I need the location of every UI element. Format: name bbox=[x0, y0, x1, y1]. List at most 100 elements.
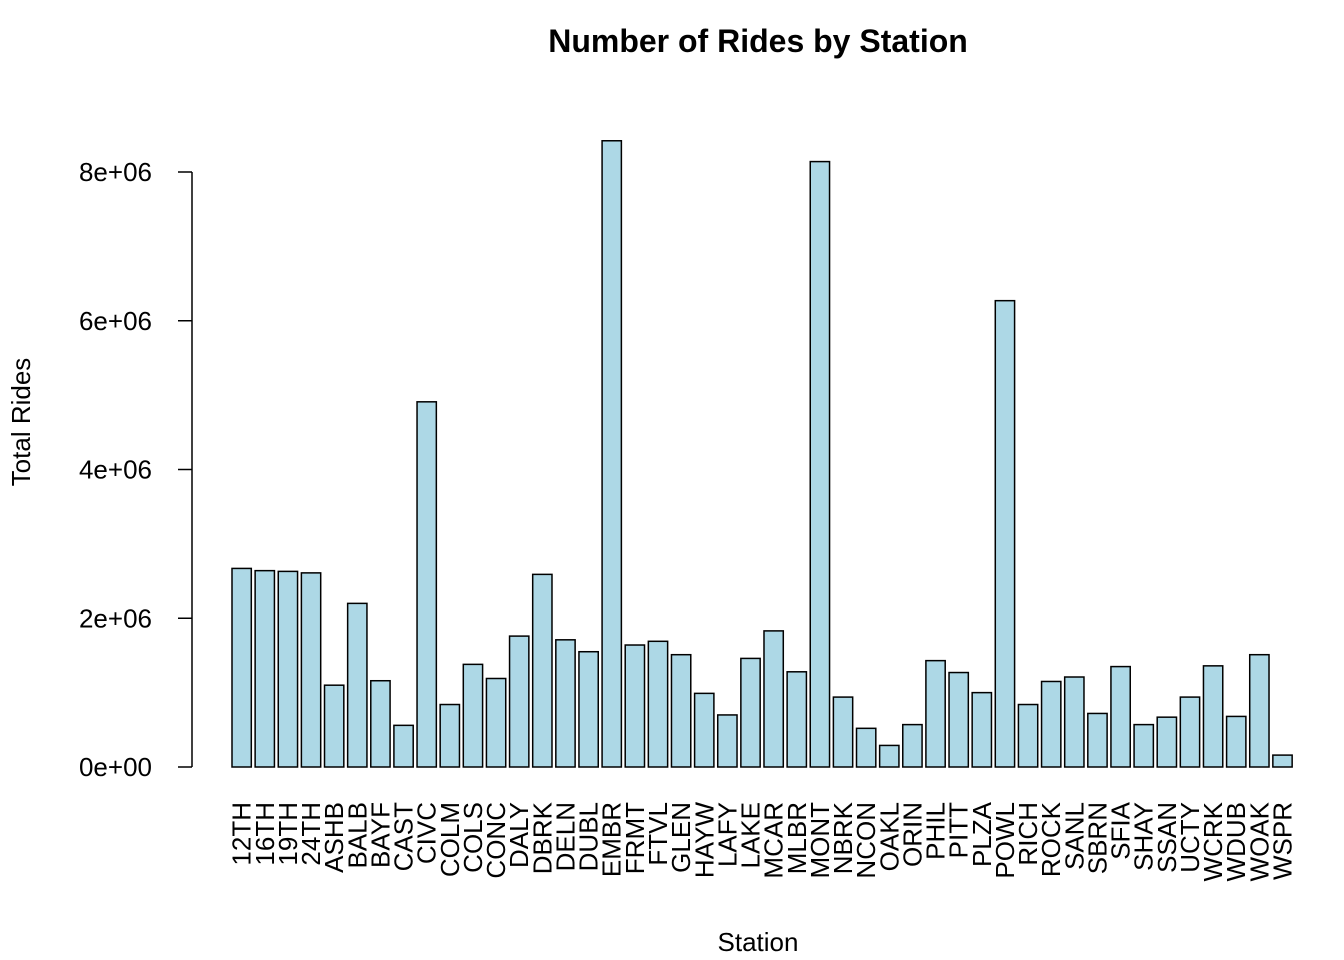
x-tick-label: LAFY bbox=[712, 802, 742, 867]
bar-mont bbox=[809, 160, 831, 768]
bar-cols bbox=[462, 663, 484, 768]
x-tick-label: CIVC bbox=[412, 802, 442, 864]
bar-sanl bbox=[1063, 676, 1085, 768]
x-tick-label: SBRN bbox=[1082, 802, 1112, 874]
x-tick-label: 12TH bbox=[227, 802, 257, 866]
bar-nbrk bbox=[832, 696, 854, 768]
x-tick-label: WCRK bbox=[1198, 801, 1228, 881]
bar-glen bbox=[670, 653, 692, 768]
x-tick-label: CONC bbox=[481, 802, 511, 879]
x-tick-label: MONT bbox=[805, 802, 835, 879]
x-tick-label: FTVL bbox=[643, 802, 673, 866]
bar-24th bbox=[300, 572, 322, 768]
x-tick-label: EMBR bbox=[597, 802, 627, 877]
y-tick-label: 4e+06 bbox=[79, 455, 152, 485]
x-tick-label: WDUB bbox=[1221, 802, 1251, 881]
x-tick-label: COLM bbox=[435, 802, 465, 877]
x-tick-label: UCTY bbox=[1175, 802, 1205, 873]
y-tick-label: 6e+06 bbox=[79, 306, 152, 336]
x-tick-label: POWL bbox=[990, 802, 1020, 879]
bar-ucty bbox=[1179, 696, 1201, 768]
y-tick-label: 8e+06 bbox=[79, 157, 152, 187]
bar-rock bbox=[1040, 680, 1062, 768]
x-tick-label: 24TH bbox=[296, 802, 326, 866]
x-tick-label: LAKE bbox=[736, 802, 766, 869]
x-tick-label: DALY bbox=[504, 802, 534, 868]
bar-ncon bbox=[855, 727, 877, 768]
bar-deln bbox=[555, 639, 576, 768]
x-tick-label: SHAY bbox=[1129, 802, 1159, 871]
x-tick-label: PITT bbox=[944, 802, 974, 858]
x-tick-label: PHIL bbox=[921, 802, 951, 860]
y-tick-label: 0e+00 bbox=[79, 752, 152, 782]
bar-mcar bbox=[763, 630, 785, 768]
bar-rich bbox=[1017, 703, 1039, 768]
x-tick-label: BAYF bbox=[365, 802, 395, 868]
bar-sbrn bbox=[1087, 712, 1108, 768]
bar-mlbr bbox=[786, 671, 808, 768]
bar-phil bbox=[925, 659, 946, 768]
x-tick-label: 16TH bbox=[250, 802, 280, 866]
x-tick-label: RICH bbox=[1013, 802, 1043, 866]
x-tick-label: MCAR bbox=[759, 802, 789, 879]
x-tick-label: SSAN bbox=[1152, 802, 1182, 873]
bar-19th bbox=[277, 570, 299, 768]
x-tick-label: NCON bbox=[851, 802, 881, 879]
bar-colm bbox=[439, 703, 461, 768]
x-tick-label: HAYW bbox=[689, 802, 719, 879]
bar-daly bbox=[508, 635, 530, 768]
bar-ssan bbox=[1156, 716, 1178, 768]
bar-cast bbox=[393, 724, 414, 768]
bar-12th bbox=[231, 567, 253, 768]
chart-title: Number of Rides by Station bbox=[548, 23, 968, 59]
x-tick-label: DELN bbox=[550, 802, 580, 871]
x-tick-label: ROCK bbox=[1036, 801, 1066, 877]
bar-dubl bbox=[578, 650, 600, 768]
x-tick-label: COLS bbox=[458, 802, 488, 873]
category-labels: 12TH16TH19TH24THASHBBALBBAYFCASTCIVCCOLM… bbox=[227, 801, 1298, 881]
x-tick-label: DUBL bbox=[574, 802, 604, 871]
bar-sfia bbox=[1110, 665, 1131, 768]
bar-orin bbox=[902, 723, 923, 768]
bar-frmt bbox=[624, 644, 646, 768]
bar-pitt bbox=[948, 671, 970, 768]
x-tick-label: GLEN bbox=[666, 802, 696, 873]
bar-woak bbox=[1248, 653, 1270, 768]
bar-dbrk bbox=[531, 573, 553, 768]
bar-oakl bbox=[878, 744, 900, 768]
x-tick-label: SANL bbox=[1059, 802, 1089, 870]
x-tick-label: WOAK bbox=[1244, 801, 1274, 881]
x-tick-label: CAST bbox=[389, 802, 419, 871]
bars bbox=[231, 140, 1293, 768]
x-tick-label: DBRK bbox=[527, 801, 557, 874]
x-tick-label: SFIA bbox=[1106, 801, 1136, 859]
x-tick-label: NBRK bbox=[828, 801, 858, 874]
bar-plza bbox=[971, 691, 993, 768]
bar-ashb bbox=[323, 684, 345, 768]
x-tick-label: PLZA bbox=[967, 801, 997, 867]
x-tick-label: WSPR bbox=[1268, 802, 1298, 880]
x-tick-label: ASHB bbox=[319, 802, 349, 873]
bar-hayw bbox=[693, 692, 715, 768]
bar-wdub bbox=[1225, 715, 1247, 768]
bar-lafy bbox=[716, 714, 738, 768]
x-tick-label: FRMT bbox=[620, 802, 650, 874]
bar-powl bbox=[994, 299, 1016, 768]
x-tick-label: MLBR bbox=[782, 802, 812, 874]
bar-ftvl bbox=[647, 640, 669, 768]
bar-shay bbox=[1133, 723, 1155, 768]
x-tick-label: ORIN bbox=[897, 802, 927, 867]
bar-16th bbox=[254, 569, 276, 768]
bar-bayf bbox=[370, 679, 391, 768]
bar-lake bbox=[740, 657, 761, 768]
bar-conc bbox=[485, 677, 507, 768]
bar-wcrk bbox=[1202, 665, 1224, 768]
x-axis-title: Station bbox=[718, 927, 799, 957]
x-tick-label: OAKL bbox=[874, 802, 904, 871]
y-axis: 0e+00 2e+06 4e+06 6e+06 8e+06 bbox=[79, 157, 193, 782]
x-tick-label: 19TH bbox=[273, 802, 303, 866]
bar-embr bbox=[601, 140, 623, 768]
bar-civc bbox=[416, 401, 438, 768]
y-axis-title: Total Rides bbox=[6, 358, 36, 487]
